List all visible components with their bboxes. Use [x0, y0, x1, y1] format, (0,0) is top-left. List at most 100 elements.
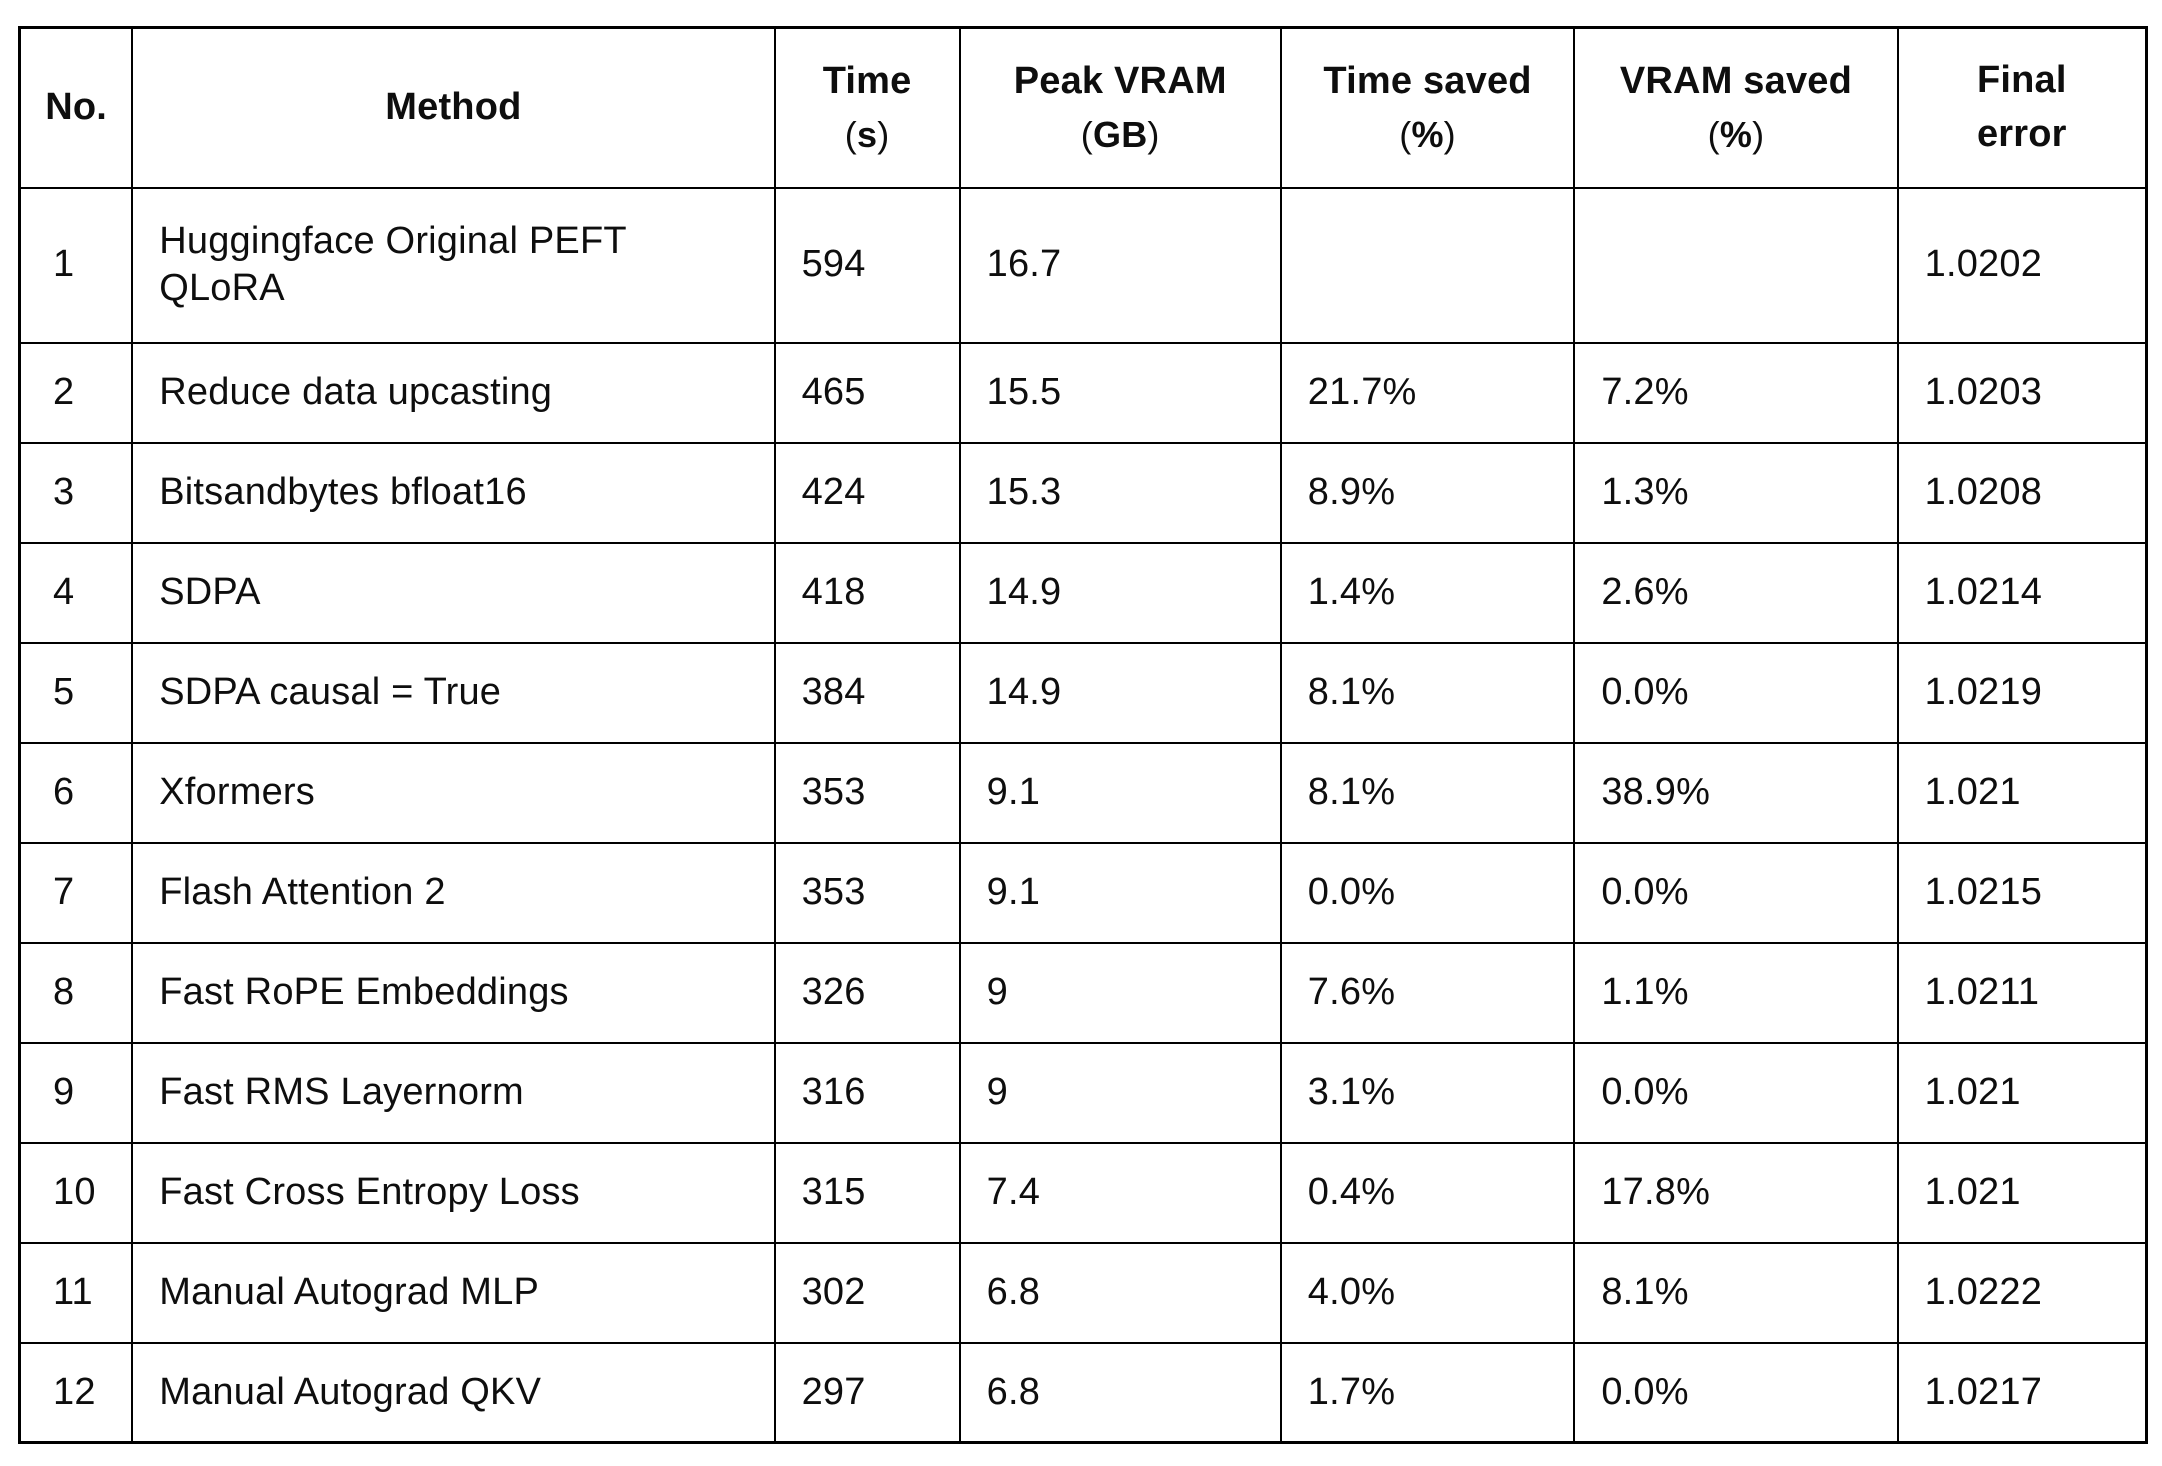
header-label-line2: error	[1976, 112, 2067, 155]
cell-no: 10	[18, 1141, 134, 1244]
cell-no: 12	[18, 1341, 134, 1444]
cell-no: 2	[18, 341, 134, 444]
paren-close: )	[1443, 114, 1456, 156]
cell-timesaved: 1.4%	[1279, 541, 1576, 644]
paren-close: )	[1147, 114, 1160, 156]
cell-timesaved: 3.1%	[1279, 1041, 1576, 1144]
cell-method: Fast RMS Layernorm	[131, 1041, 776, 1144]
cell-method: Xformers	[131, 741, 776, 844]
column-header-peakvram: Peak VRAM (GB)	[958, 26, 1282, 189]
paren-open: (	[1707, 114, 1720, 156]
cell-no: 4	[18, 541, 134, 644]
cell-peakvram: 9.1	[958, 841, 1282, 944]
cell-peakvram: 16.7	[958, 186, 1282, 344]
cell-finalerr: 1.021	[1896, 741, 2148, 844]
cell-method: Reduce data upcasting	[131, 341, 776, 444]
cell-time: 384	[773, 641, 961, 744]
cell-timesaved: 7.6%	[1279, 941, 1576, 1044]
cell-method: Bitsandbytes bfloat16	[131, 441, 776, 544]
cell-method: Fast Cross Entropy Loss	[131, 1141, 776, 1244]
cell-method: Huggingface Original PEFT QLoRA	[131, 186, 776, 344]
cell-timesaved: 8.1%	[1279, 741, 1576, 844]
cell-method: SDPA causal = True	[131, 641, 776, 744]
cell-vramsaved: 1.1%	[1573, 941, 1899, 1044]
table-row: 5 SDPA causal = True 384 14.9 8.1% 0.0% 1.0219	[18, 641, 2148, 744]
cell-vramsaved: 2.6%	[1573, 541, 1899, 644]
cell-vramsaved: 1.3%	[1573, 441, 1899, 544]
cell-timesaved: 0.0%	[1279, 841, 1576, 944]
cell-no: 6	[18, 741, 134, 844]
cell-time: 594	[773, 186, 961, 344]
paren-open: (	[844, 114, 857, 156]
cell-vramsaved: 0.0%	[1573, 1041, 1899, 1144]
header-unit: (%)	[1286, 109, 1570, 160]
cell-timesaved	[1279, 186, 1576, 344]
cell-vramsaved: 0.0%	[1573, 641, 1899, 744]
table-row: 11 Manual Autograd MLP 302 6.8 4.0% 8.1% 1.022…	[18, 1241, 2148, 1344]
cell-peakvram: 14.9	[958, 641, 1282, 744]
cell-timesaved: 8.9%	[1279, 441, 1576, 544]
cell-finalerr: 1.0211	[1896, 941, 2148, 1044]
cell-finalerr: 1.021	[1896, 1041, 2148, 1144]
cell-peakvram: 9	[958, 941, 1282, 1044]
cell-no: 9	[18, 1041, 134, 1144]
header-label: No.	[45, 85, 108, 128]
cell-no: 1	[18, 186, 134, 344]
cell-finalerr: 1.0202	[1896, 186, 2148, 344]
header-row: No. Method Time (s) Peak VRAM (GB) Time saved(…	[18, 26, 2148, 189]
cell-finalerr: 1.0214	[1896, 541, 2148, 644]
table-header: No. Method Time (s) Peak VRAM (GB) Time saved(…	[18, 26, 2148, 189]
cell-peakvram: 7.4	[958, 1141, 1282, 1244]
benchmark-table: No. Method Time (s) Peak VRAM (GB) Time saved(…	[18, 26, 2148, 1444]
column-header-method: Method	[131, 26, 776, 189]
benchmark-table-container: No. Method Time (s) Peak VRAM (GB) Time saved(…	[18, 26, 2148, 1444]
column-header-timesaved: Time saved (%)	[1279, 26, 1576, 189]
unit-text: GB	[1093, 114, 1148, 156]
cell-no: 3	[18, 441, 134, 544]
table-row: 10 Fast Cross Entropy Loss 315 7.4 0.4% 17.8%…	[18, 1141, 2148, 1244]
cell-time: 316	[773, 1041, 961, 1144]
table-row: 3 Bitsandbytes bfloat16 424 15.3 8.9% 1.3% 1.0…	[18, 441, 2148, 544]
cell-time: 353	[773, 841, 961, 944]
cell-time: 315	[773, 1141, 961, 1244]
unit-text: s	[856, 114, 878, 156]
cell-vramsaved: 7.2%	[1573, 341, 1899, 444]
cell-time: 424	[773, 441, 961, 544]
cell-peakvram: 6.8	[958, 1341, 1282, 1444]
cell-finalerr: 1.0203	[1896, 341, 2148, 444]
table-row: 7 Flash Attention 2 353 9.1 0.0% 0.0% 1.0215	[18, 841, 2148, 944]
cell-time: 465	[773, 341, 961, 444]
unit-text: %	[1411, 114, 1444, 156]
unit-text: %	[1719, 114, 1753, 156]
cell-vramsaved: 8.1%	[1573, 1241, 1899, 1344]
cell-timesaved: 1.7%	[1279, 1341, 1576, 1444]
cell-finalerr: 1.0208	[1896, 441, 2148, 544]
cell-peakvram: 9	[958, 1041, 1282, 1144]
cell-peakvram: 6.8	[958, 1241, 1282, 1344]
cell-finalerr: 1.0222	[1896, 1241, 2148, 1344]
cell-finalerr: 1.021	[1896, 1141, 2148, 1244]
header-label: Time	[822, 60, 912, 103]
header-unit: (s)	[780, 109, 955, 160]
table-row: 8 Fast RoPE Embeddings 326 9 7.6% 1.1% 1.0211	[18, 941, 2148, 1044]
header-label: VRAM saved	[1619, 60, 1853, 103]
table-row: 6 Xformers 353 9.1 8.1% 38.9% 1.021	[18, 741, 2148, 844]
cell-time: 418	[773, 541, 961, 644]
paren-close: )	[877, 114, 890, 156]
cell-no: 11	[18, 1241, 134, 1344]
header-unit: (%)	[1579, 109, 1892, 160]
cell-vramsaved: 0.0%	[1573, 1341, 1899, 1444]
cell-finalerr: 1.0217	[1896, 1341, 2148, 1444]
cell-peakvram: 15.5	[958, 341, 1282, 444]
cell-vramsaved: 17.8%	[1573, 1141, 1899, 1244]
cell-no: 7	[18, 841, 134, 944]
cell-vramsaved: 0.0%	[1573, 841, 1899, 944]
cell-method: Fast RoPE Embeddings	[131, 941, 776, 1044]
cell-timesaved: 21.7%	[1279, 341, 1576, 444]
paren-open: (	[1399, 114, 1412, 156]
table-row: 9 Fast RMS Layernorm 316 9 3.1% 0.0% 1.021	[18, 1041, 2148, 1144]
column-header-vramsaved: VRAM saved (%)	[1573, 26, 1899, 189]
cell-timesaved: 8.1%	[1279, 641, 1576, 744]
table-row: 4 SDPA 418 14.9 1.4% 2.6% 1.0214	[18, 541, 2148, 644]
cell-vramsaved: 38.9%	[1573, 741, 1899, 844]
